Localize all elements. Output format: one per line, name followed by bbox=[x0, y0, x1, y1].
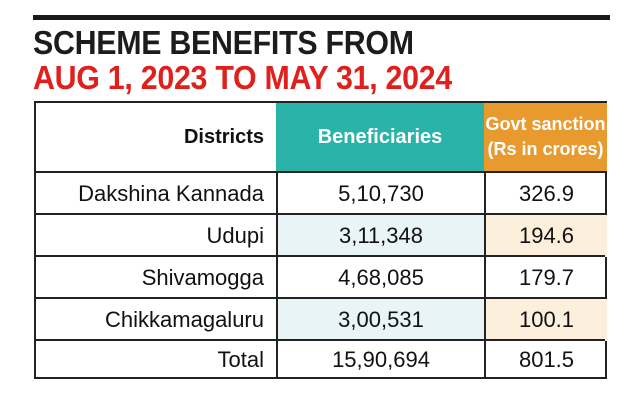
sanction-cell: 326.9 bbox=[484, 173, 607, 215]
beneficiaries-cell: 3,00,531 bbox=[276, 299, 484, 341]
table-row: Chikkamagaluru 3,00,531 100.1 bbox=[36, 297, 607, 341]
table-header-row: Districts Beneficiaries Govt sanction (R… bbox=[36, 103, 607, 171]
district-cell: Chikkamagaluru bbox=[105, 307, 264, 332]
header-districts: Districts bbox=[183, 125, 264, 148]
sanction-cell: 179.7 bbox=[484, 257, 607, 299]
header-beneficiaries: Beneficiaries bbox=[276, 103, 484, 171]
beneficiaries-cell: 4,68,085 bbox=[276, 257, 484, 299]
beneficiaries-cell: 3,11,348 bbox=[276, 215, 484, 257]
total-sanction: 801.5 bbox=[484, 341, 607, 379]
table-row: Udupi 3,11,348 194.6 bbox=[36, 213, 607, 257]
header-govt-sanction-line1: Govt sanction bbox=[485, 114, 606, 134]
district-cell: Dakshina Kannada bbox=[78, 181, 264, 206]
table-row: Shivamogga 4,68,085 179.7 bbox=[36, 255, 605, 299]
sanction-cell: 194.6 bbox=[484, 215, 607, 257]
benefits-table: Districts Beneficiaries Govt sanction (R… bbox=[34, 101, 607, 379]
page-title: SCHEME BENEFITS FROM bbox=[33, 24, 414, 61]
table-row: Dakshina Kannada 5,10,730 326.9 bbox=[36, 171, 605, 215]
district-cell: Shivamogga bbox=[141, 265, 264, 290]
total-beneficiaries: 15,90,694 bbox=[276, 341, 484, 379]
page-subtitle-dates: AUG 1, 2023 TO MAY 31, 2024 bbox=[33, 59, 452, 96]
total-label: Total bbox=[217, 347, 264, 372]
sanction-cell: 100.1 bbox=[484, 299, 607, 341]
beneficiaries-cell: 5,10,730 bbox=[276, 173, 484, 215]
top-rule bbox=[33, 15, 610, 20]
header-govt-sanction-line2: (Rs in crores) bbox=[487, 139, 604, 159]
district-cell: Udupi bbox=[206, 223, 264, 248]
header-govt-sanction: Govt sanction (Rs in crores) bbox=[484, 103, 607, 171]
table-total-row: Total 15,90,694 801.5 bbox=[36, 339, 605, 379]
